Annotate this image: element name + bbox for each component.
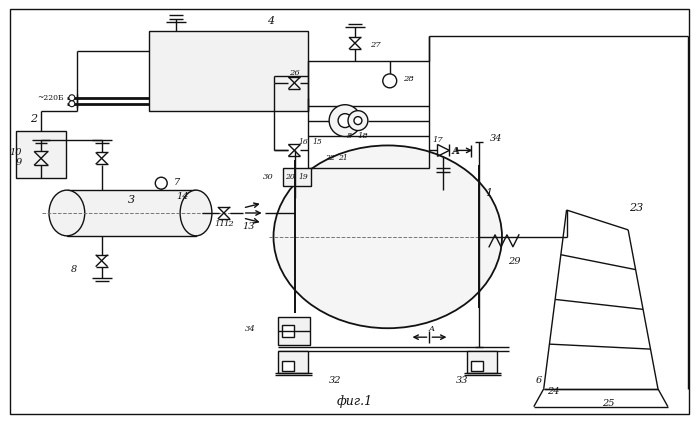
Text: 21: 21 xyxy=(338,154,348,162)
Bar xyxy=(467,351,497,373)
Text: 3: 3 xyxy=(128,195,135,205)
Text: 26: 26 xyxy=(289,69,300,77)
Text: 16: 16 xyxy=(298,138,308,146)
Text: 11: 11 xyxy=(215,220,225,228)
Text: 6: 6 xyxy=(535,376,542,385)
Text: 33: 33 xyxy=(456,376,468,385)
Text: 34: 34 xyxy=(245,325,256,333)
Circle shape xyxy=(354,117,362,125)
Text: 9: 9 xyxy=(16,158,22,167)
Circle shape xyxy=(155,177,167,189)
Bar xyxy=(282,325,294,337)
Text: A: A xyxy=(428,325,435,333)
Text: 8: 8 xyxy=(71,265,77,274)
Circle shape xyxy=(383,74,397,88)
Text: 15: 15 xyxy=(312,138,322,146)
Ellipse shape xyxy=(273,146,502,328)
Circle shape xyxy=(69,95,75,101)
Text: 13: 13 xyxy=(243,222,255,231)
Text: A: A xyxy=(452,147,459,156)
Text: 17: 17 xyxy=(432,137,442,145)
Text: 12: 12 xyxy=(224,220,234,228)
Circle shape xyxy=(338,114,352,128)
Text: 28: 28 xyxy=(403,75,413,83)
Text: 29: 29 xyxy=(507,257,520,266)
Text: 19: 19 xyxy=(298,173,308,181)
Bar xyxy=(67,190,196,236)
Bar xyxy=(282,361,294,371)
Text: 4: 4 xyxy=(267,16,274,26)
Ellipse shape xyxy=(180,190,212,236)
Text: 34: 34 xyxy=(490,134,503,143)
Text: фиг.1: фиг.1 xyxy=(337,395,373,408)
Bar xyxy=(278,351,308,373)
Circle shape xyxy=(348,111,368,131)
Bar xyxy=(308,61,429,168)
Bar xyxy=(150,31,308,111)
Text: 20: 20 xyxy=(285,173,295,181)
Text: 24: 24 xyxy=(547,387,560,396)
Circle shape xyxy=(69,101,75,107)
Text: 23: 23 xyxy=(629,203,643,213)
Text: 25: 25 xyxy=(602,399,614,408)
Text: 5: 5 xyxy=(347,132,353,140)
Ellipse shape xyxy=(49,190,85,236)
Bar xyxy=(16,131,66,178)
Text: 1: 1 xyxy=(486,188,493,198)
Text: 18: 18 xyxy=(357,132,368,140)
Text: 22: 22 xyxy=(325,154,335,162)
Text: 30: 30 xyxy=(263,173,273,181)
Text: ~220Б: ~220Б xyxy=(37,94,64,102)
Text: 14: 14 xyxy=(176,192,189,201)
Text: A: A xyxy=(452,147,459,156)
Bar xyxy=(471,361,483,371)
Bar xyxy=(283,168,311,186)
Bar xyxy=(278,317,310,345)
Text: 2: 2 xyxy=(31,114,38,124)
Circle shape xyxy=(329,105,361,137)
Text: 27: 27 xyxy=(370,41,381,49)
Text: 10: 10 xyxy=(10,148,22,157)
Text: 32: 32 xyxy=(329,376,341,385)
Text: 7: 7 xyxy=(174,178,180,187)
